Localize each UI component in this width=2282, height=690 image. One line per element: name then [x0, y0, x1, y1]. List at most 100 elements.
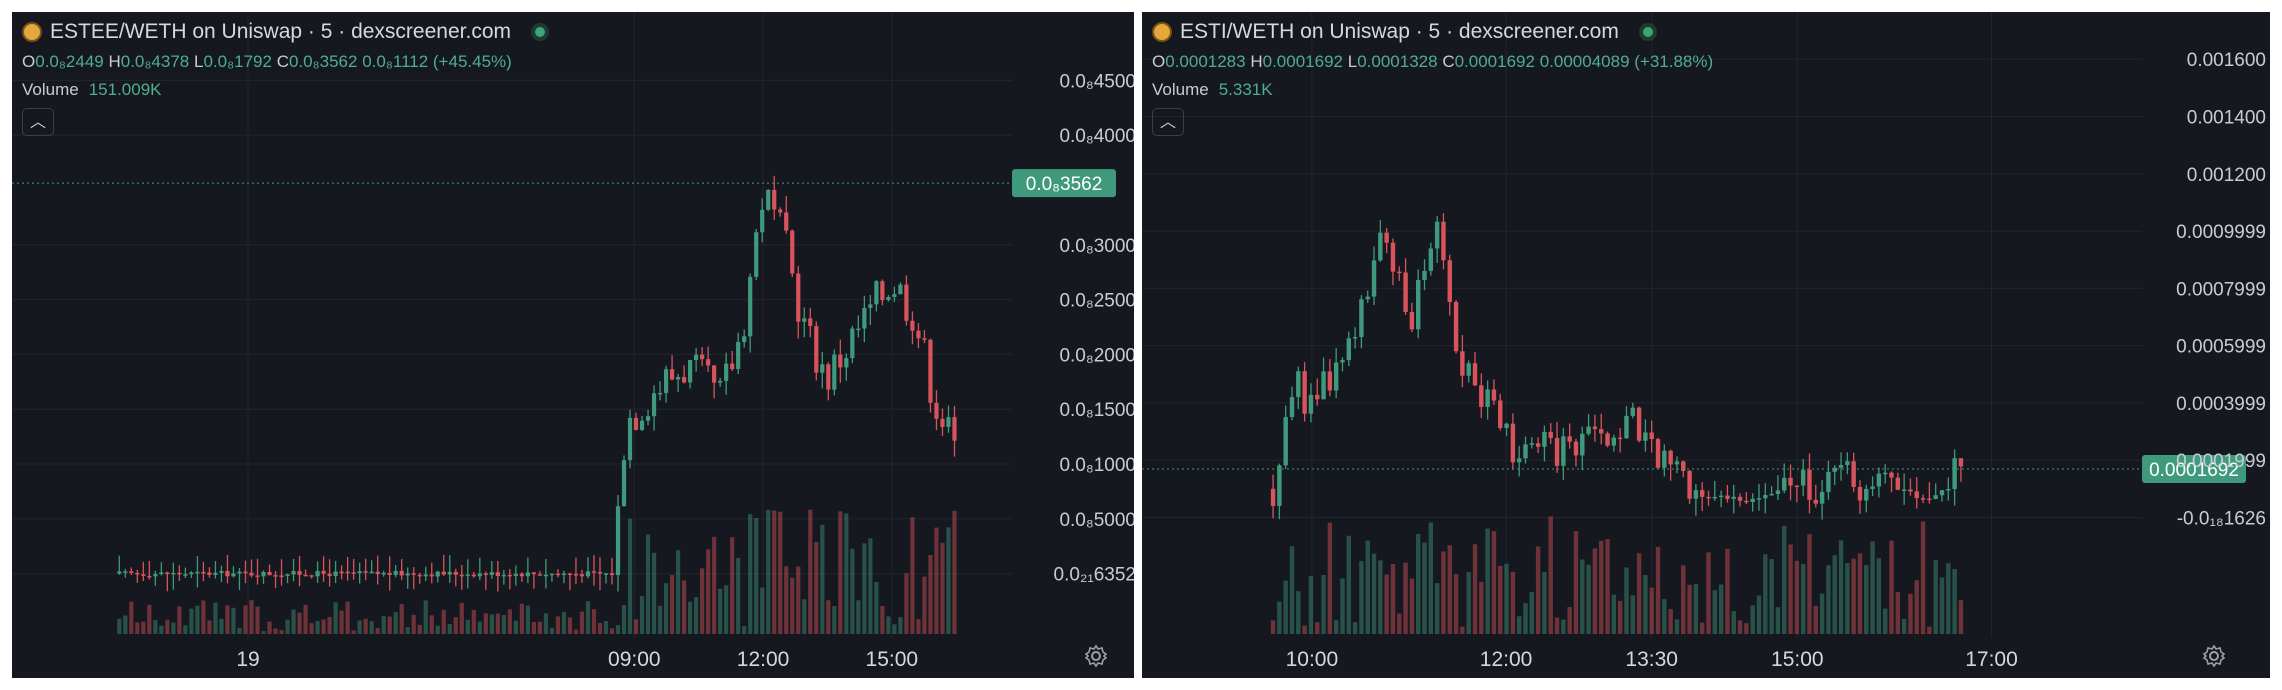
volume-bar — [916, 619, 921, 634]
candle — [375, 555, 380, 585]
candle — [1277, 463, 1282, 520]
volume-bar — [651, 552, 657, 634]
candle — [333, 560, 338, 584]
candle — [1302, 362, 1307, 422]
volume-bar — [1302, 625, 1307, 634]
esti-price-chart[interactable]: 0.0001692 0.001600 0.001400 0.001200 0.00099… — [1142, 12, 2270, 678]
grid — [1142, 12, 2142, 638]
candle — [1624, 406, 1629, 440]
volume-bar — [1750, 605, 1755, 634]
volume-bar — [375, 627, 380, 634]
live-status-icon — [535, 27, 545, 37]
candle — [669, 355, 675, 381]
settings-gear-icon[interactable] — [2202, 644, 2226, 668]
volume-bar — [1826, 565, 1831, 634]
candle — [141, 561, 146, 582]
volume-bar — [694, 597, 699, 634]
volume-bar — [501, 614, 506, 634]
volume-bar — [1699, 622, 1705, 634]
volume-bar — [1617, 600, 1623, 634]
volume-bar — [730, 537, 735, 634]
volume-bar — [1561, 619, 1566, 634]
candle — [315, 561, 320, 583]
candle — [1794, 485, 1800, 503]
volume-bar — [1453, 574, 1459, 634]
volume-bar — [1712, 590, 1718, 634]
candle — [1813, 484, 1818, 508]
candle — [237, 567, 242, 591]
x-tick-label: 09:00 — [608, 648, 661, 671]
volume-bar — [1737, 620, 1743, 634]
candle — [501, 569, 506, 585]
volume-bar — [1775, 607, 1781, 634]
volume-bar — [712, 536, 717, 634]
candle — [465, 559, 470, 589]
collapse-legend-button[interactable]: ︿ — [22, 108, 54, 136]
volume-bar — [1636, 553, 1642, 634]
volume-bar — [171, 622, 176, 634]
volume-bar — [1674, 619, 1680, 634]
volume-bar — [339, 610, 344, 634]
candle — [345, 556, 350, 581]
candle — [483, 571, 488, 590]
candle — [850, 325, 855, 364]
volume-bar — [892, 624, 897, 634]
candle — [1529, 437, 1535, 449]
collapse-legend-button[interactable]: ︿ — [1152, 108, 1184, 136]
candle — [123, 568, 128, 578]
candle — [1838, 452, 1844, 481]
volume-bar — [243, 605, 248, 634]
volume-value: 151.009K — [88, 80, 162, 99]
candle — [297, 555, 302, 587]
volume-bar — [1390, 564, 1396, 634]
settings-gear-icon[interactable] — [1084, 644, 1108, 668]
volume-bar — [285, 619, 290, 634]
volume-bar — [141, 621, 146, 634]
volume-bar — [399, 604, 404, 634]
candle — [1580, 426, 1585, 471]
volume-bar — [1504, 563, 1509, 634]
volume-bar — [1315, 622, 1320, 634]
candle — [1952, 449, 1957, 506]
volume-bar — [507, 609, 512, 634]
volume-bar — [700, 568, 705, 634]
candle — [1737, 493, 1743, 507]
volume-bar — [1447, 545, 1452, 634]
volume-bar — [1958, 600, 1964, 634]
volume-bar — [639, 596, 645, 634]
volume-bar — [802, 599, 807, 634]
volume-bar — [1838, 540, 1844, 634]
candle — [417, 572, 422, 584]
candle — [459, 564, 464, 590]
volume-bar — [645, 534, 651, 634]
candle — [1592, 414, 1598, 442]
candle — [1554, 421, 1560, 473]
volume-bar — [489, 614, 494, 634]
candle — [814, 321, 819, 381]
candle — [1510, 413, 1516, 470]
high-value: 0.0₈4378 — [120, 52, 190, 71]
volume-bar — [898, 617, 903, 634]
candle — [826, 362, 831, 401]
volume-bar — [1289, 546, 1295, 634]
volume-bar — [261, 631, 266, 634]
candle — [453, 568, 458, 587]
candle — [609, 557, 615, 585]
candle — [117, 555, 122, 575]
candle — [1782, 463, 1787, 494]
candle — [513, 565, 518, 586]
volume-legend: Volume 5.331K — [1152, 80, 1273, 99]
candle — [171, 562, 176, 590]
volume-bar — [1270, 620, 1276, 634]
volume-bar — [207, 620, 212, 634]
estee-price-chart[interactable]: 0.0₈3562 0.0₈4500 0.0₈4000 0.0₈3000 0.0₈2500… — [12, 12, 1134, 678]
candle — [519, 572, 524, 582]
volume-bar — [327, 617, 332, 634]
volume-bar — [513, 620, 518, 634]
candle — [189, 571, 194, 578]
volume-bar — [615, 625, 621, 634]
volume-bar — [453, 617, 458, 634]
volume-bar — [405, 627, 410, 634]
volume-bar — [1630, 595, 1635, 634]
candle — [147, 560, 152, 580]
